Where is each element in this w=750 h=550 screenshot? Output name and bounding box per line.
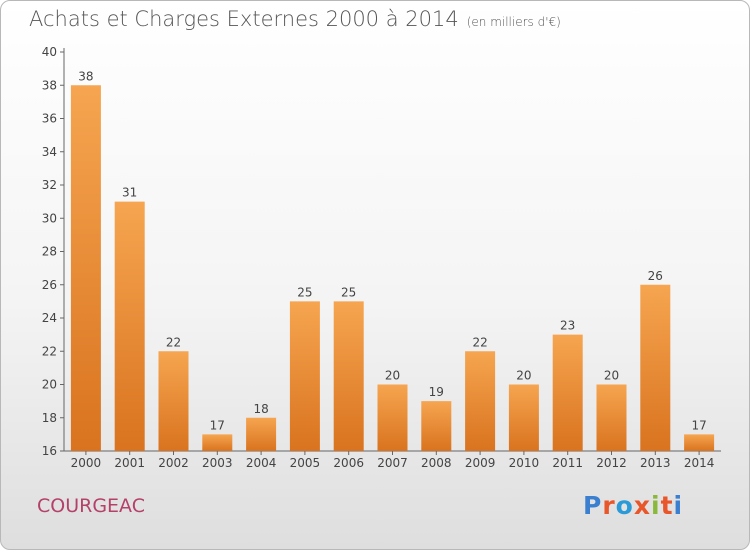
logo-letter: P: [583, 491, 603, 520]
x-tick-label: 2001: [114, 456, 145, 470]
x-tick-label: 2009: [465, 456, 496, 470]
bar-value-label: 20: [516, 369, 531, 383]
bar-value-label: 20: [385, 369, 400, 383]
bar-value-label: 22: [472, 335, 487, 349]
bar-value-label: 25: [341, 285, 356, 299]
x-tick-label: 2008: [421, 456, 452, 470]
y-tick-label: 32: [42, 178, 57, 192]
chart-title-text: Achats et Charges Externes 2000 à 2014: [29, 7, 459, 31]
y-tick-label: 22: [42, 344, 57, 358]
bar: [114, 201, 145, 451]
bar: [377, 384, 408, 451]
bar: [333, 301, 364, 451]
bar-value-label: 25: [297, 285, 312, 299]
x-tick-label: 2011: [552, 456, 583, 470]
logo-letter: i: [651, 491, 661, 520]
bar-value-label: 18: [253, 402, 268, 416]
bar: [202, 434, 233, 451]
y-tick-label: 20: [42, 378, 57, 392]
logo-letter: o: [615, 491, 634, 520]
bar-value-label: 19: [429, 385, 444, 399]
y-tick-label: 36: [42, 112, 57, 126]
bar: [552, 334, 583, 451]
x-tick-label: 2002: [158, 456, 189, 470]
bar: [70, 85, 101, 451]
x-tick-label: 2000: [71, 456, 102, 470]
y-tick-label: 30: [42, 211, 57, 225]
logo-letter: t: [660, 491, 674, 520]
y-tick-label: 34: [42, 145, 57, 159]
bar-value-label: 22: [166, 335, 181, 349]
x-tick-label: 2012: [596, 456, 627, 470]
y-tick-label: 18: [42, 411, 57, 425]
logo-letter: r: [602, 491, 616, 520]
bar: [158, 351, 189, 451]
bar: [465, 351, 496, 451]
bar: [596, 384, 627, 451]
x-tick-label: 2013: [640, 456, 671, 470]
y-tick-label: 16: [42, 444, 57, 458]
proxiti-logo: Proxiti: [583, 491, 683, 520]
bar-value-label: 31: [122, 186, 137, 200]
x-tick-label: 2007: [377, 456, 408, 470]
y-tick-label: 40: [42, 45, 57, 59]
bar: [684, 434, 715, 451]
x-tick-label: 2006: [333, 456, 364, 470]
bar: [508, 384, 539, 451]
bar-value-label: 17: [691, 418, 706, 432]
x-tick-label: 2010: [509, 456, 540, 470]
y-tick-label: 26: [42, 278, 57, 292]
x-tick-label: 2004: [246, 456, 277, 470]
y-tick-label: 24: [42, 311, 57, 325]
bar-value-label: 20: [604, 369, 619, 383]
x-tick-label: 2003: [202, 456, 233, 470]
logo-letter: x: [633, 491, 651, 520]
bar-value-label: 26: [648, 269, 663, 283]
chart-unit: (en milliers d'€): [466, 15, 561, 29]
city-name: COURGEAC: [37, 495, 145, 517]
chart-title: Achats et Charges Externes 2000 à 2014 (e…: [29, 7, 561, 31]
x-tick-label: 2014: [684, 456, 715, 470]
x-tick-label: 2005: [290, 456, 321, 470]
bar-value-label: 17: [210, 418, 225, 432]
bar-value-label: 23: [560, 319, 575, 333]
bar: [640, 284, 671, 451]
bar: [246, 417, 277, 451]
bar: [421, 401, 452, 451]
logo-letter: i: [673, 491, 684, 520]
y-tick-label: 28: [42, 245, 57, 259]
bar: [289, 301, 320, 451]
bar-value-label: 38: [78, 69, 93, 83]
y-tick-label: 38: [42, 78, 57, 92]
